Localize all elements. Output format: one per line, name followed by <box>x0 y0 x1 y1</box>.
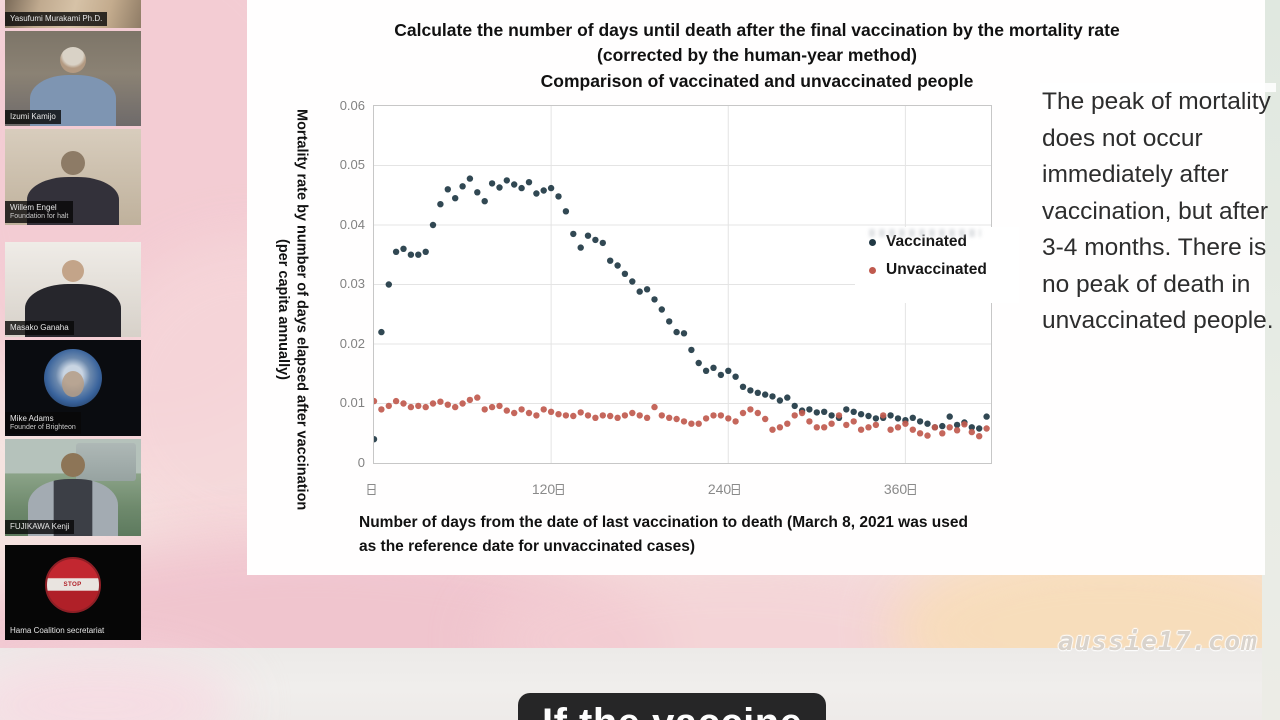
x-tick-number: 120 <box>531 481 556 497</box>
participant-video-figure <box>60 47 86 73</box>
legend-label-vaccinated: Vaccinated <box>886 233 967 250</box>
x-tick-label: 240 <box>707 481 741 497</box>
participant-name: FUJIKAWA Kenji <box>5 520 75 534</box>
legend-label-unvaccinated: Unvaccinated <box>886 261 987 278</box>
slide-title-line1: Calculate the number of days until death… <box>394 20 1120 40</box>
slide-title: Calculate the number of days until death… <box>287 18 1227 94</box>
unvaccinated-dot-icon <box>869 266 876 274</box>
participant-tile-hama-coalition[interactable]: STOP Hama Coalition secretariat <box>5 545 141 640</box>
day-kanji-icon <box>556 484 565 495</box>
participant-name: Yasufumi Murakami Ph.D. <box>5 12 108 26</box>
stop-logo-text: STOP <box>63 581 82 589</box>
day-kanji-icon <box>908 484 917 495</box>
y-tick-label: 0.04 <box>339 217 365 232</box>
y-tick-label: 0.05 <box>339 157 365 172</box>
x-axis-caption-line1: Number of days from the date of last vac… <box>359 514 968 531</box>
participant-video-background <box>75 443 136 481</box>
background-right-strip <box>1262 0 1280 720</box>
y-axis-label: Mortality rate by number of days elapsed… <box>273 70 311 550</box>
participant-tile-yasufumi-murakami[interactable]: Yasufumi Murakami Ph.D. <box>5 0 141 28</box>
participant-name: Izumi Kamijo <box>5 110 61 124</box>
participant-name: Willem Engel Foundation for halt <box>5 201 74 223</box>
presentation-slide: Calculate the number of days until death… <box>247 0 1276 575</box>
slide-title-line2: (corrected by the human-year method) <box>597 45 917 66</box>
participant-name: Mike Adams Founder of Brighteon <box>5 412 81 434</box>
legend-row-unvaccinated: Unvaccinated <box>869 261 1019 279</box>
participant-name-text: Willem Engel <box>10 203 57 212</box>
participant-name-text: Mike Adams <box>10 414 54 423</box>
participant-name: Hama Coalition secretariat <box>5 624 110 638</box>
y-tick-label: 0.06 <box>339 98 365 113</box>
participant-tile-fujikawa-kenji[interactable]: FUJIKAWA Kenji <box>5 439 141 536</box>
participant-name: Masako Ganaha <box>5 321 74 335</box>
y-tick-label: 0.03 <box>339 276 365 291</box>
slide-side-note: The peak of mortality does not occur imm… <box>1042 88 1274 334</box>
avatar-face <box>62 371 84 398</box>
x-axis-caption-line2: as the reference date for unvaccinated c… <box>359 538 695 556</box>
y-axis-label-line1: Mortality rate by number of days elapsed… <box>293 109 310 511</box>
x-tick-label <box>367 481 376 497</box>
y-tick-label: 0.01 <box>339 395 365 410</box>
slide-title-line3: Comparison of vaccinated and unvaccinate… <box>540 70 974 91</box>
y-tick-label: 0.02 <box>339 336 365 351</box>
participant-tile-izumi-kamijo[interactable]: Izumi Kamijo <box>5 31 141 126</box>
participant-video-figure <box>61 151 85 175</box>
participant-video-figure <box>61 453 85 477</box>
participant-tile-masako-ganaha[interactable]: Masako Ganaha <box>5 242 141 337</box>
participant-tile-mike-adams[interactable]: Mike Adams Founder of Brighteon <box>5 340 141 436</box>
day-kanji-icon <box>367 484 376 495</box>
watermark: aussie17.com <box>1058 627 1258 657</box>
legend-row-vaccinated: Vaccinated <box>869 233 1019 251</box>
x-tick-number: 240 <box>707 481 732 497</box>
x-tick-label: 360 <box>883 481 917 497</box>
x-tick-number: 360 <box>883 481 908 497</box>
chart-legend: Vaccinated Unvaccinated <box>855 227 1019 303</box>
video-compression-band <box>1040 83 1276 92</box>
subtitle-caption: If the vaccine <box>518 693 827 720</box>
stop-logo-icon: STOP <box>45 556 101 613</box>
scatter-chart-canvas <box>374 106 991 463</box>
participant-video-figure <box>62 260 84 282</box>
x-axis-caption: Number of days from the date of last vac… <box>359 511 1059 559</box>
vaccinated-dot-icon <box>869 238 876 246</box>
erased-text-artifact <box>869 229 981 237</box>
participant-tile-willem-engel[interactable]: Willem Engel Foundation for halt <box>5 129 141 225</box>
scatter-chart <box>373 105 992 464</box>
y-tick-label: 0 <box>357 455 365 470</box>
participant-subtitle: Foundation for halt <box>10 213 69 220</box>
y-axis-label-line2: (per capita annually) <box>274 239 291 381</box>
participant-subtitle: Founder of Brighteon <box>10 424 76 431</box>
day-kanji-icon <box>732 484 741 495</box>
x-tick-label: 120 <box>531 481 565 497</box>
